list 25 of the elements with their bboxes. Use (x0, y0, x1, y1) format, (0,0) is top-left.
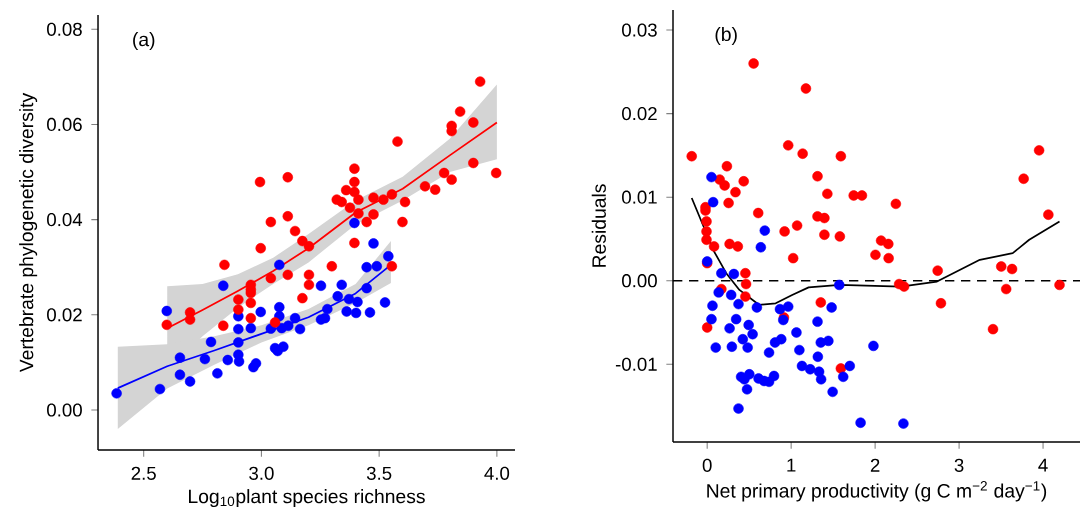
y-tick-label: 0.01 (622, 190, 657, 204)
y-tick-label: 0.00 (622, 274, 657, 288)
x-tick-label: 3 (954, 458, 964, 472)
y-tick-label: -0.01 (615, 357, 657, 371)
x-tick-label: 0 (702, 458, 712, 472)
y-axis-title: Residuals (591, 184, 606, 267)
x-tick-label: 3.0 (249, 466, 274, 480)
x-tick-label: 2.5 (131, 466, 156, 480)
x-tick-label: 4.0 (484, 466, 510, 480)
y-tick-label: 0.02 (47, 308, 82, 322)
x-tick-label: 3.5 (366, 466, 392, 480)
x-tick-label: 2 (870, 458, 880, 472)
y-tick-label: 0.02 (622, 106, 657, 121)
y-tick-label: 0.04 (47, 213, 83, 227)
x-tick-label: 4 (1038, 458, 1048, 472)
y-tick-label: 0.03 (622, 23, 657, 37)
y-tick-label: 0.08 (47, 22, 82, 36)
y-axis-title: Vertebrate phylogenetic diversity (19, 92, 38, 373)
y-tick-label: 0.00 (47, 403, 82, 417)
x-axis-title: Log$_{10}$plant species richness (189, 489, 425, 508)
x-tick-label: 1 (787, 458, 796, 472)
annotation: (b) (715, 26, 737, 45)
y-tick-label: 0.06 (47, 117, 82, 132)
annotation: (a) (133, 32, 155, 51)
x-axis-title: Net primary productivity (g C m$^{−2}$ day$^{−1}$) (707, 481, 1047, 502)
